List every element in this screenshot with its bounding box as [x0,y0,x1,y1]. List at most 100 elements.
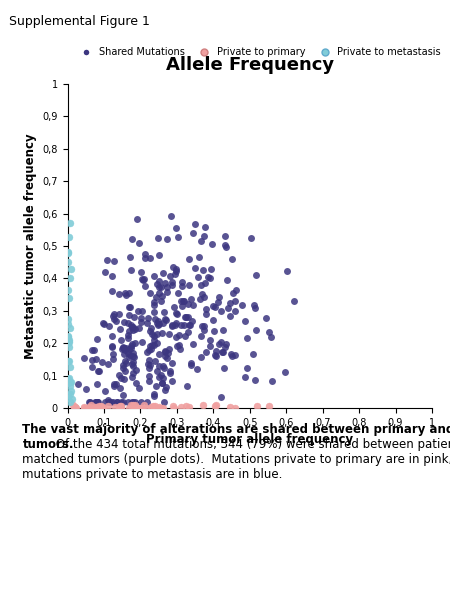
Point [118,397,125,406]
Point [121,317,128,327]
Point [128,320,135,329]
Point [252,303,259,313]
Point [188,295,195,304]
Point [202,310,209,319]
Point [159,328,166,338]
Point [170,401,177,410]
Point [125,288,132,298]
Point [65,337,72,347]
Point [110,256,117,266]
Point [158,296,165,305]
Point [155,283,162,292]
Point [143,403,150,412]
Point [202,223,209,232]
Point [201,232,208,241]
Point [108,271,115,281]
Point [173,223,180,232]
Point [125,333,132,343]
Point [67,218,74,227]
Point [215,298,222,307]
Point [64,257,72,267]
Point [166,271,174,281]
Point [206,341,213,351]
Point [161,363,168,373]
Point [137,313,144,322]
Point [150,391,158,401]
Point [226,403,233,412]
Point [116,401,123,410]
Point [129,372,136,382]
Point [159,319,166,328]
Point [130,368,137,378]
Point [122,345,129,355]
Point [66,293,73,303]
Point [229,352,236,361]
Point [155,402,162,412]
Point [184,299,192,308]
Text: matched tumors (purple dots).  Mutations private to primary are in pink, and: matched tumors (purple dots). Mutations … [22,453,450,466]
Point [202,347,210,357]
Point [135,238,143,247]
Point [177,320,184,330]
Point [64,374,72,384]
Text: tumors.: tumors. [22,438,74,451]
Point [150,389,158,398]
Point [68,386,75,396]
Point [125,326,132,336]
Point [179,301,186,311]
Point [64,390,72,400]
Point [231,296,239,306]
Point [206,335,213,345]
Point [168,280,175,289]
Point [95,367,102,376]
Point [156,361,163,371]
Point [242,316,249,326]
Point [147,360,154,370]
Point [112,380,119,389]
Point [156,288,163,298]
Point [94,379,101,389]
Point [185,328,192,337]
Point [102,397,109,406]
Point [88,401,95,410]
Point [241,373,248,382]
Point [106,322,113,331]
Point [112,316,120,326]
Point [126,252,134,262]
Point [169,278,176,287]
Point [67,377,74,387]
Point [194,272,201,281]
Point [175,330,182,340]
Point [112,403,119,412]
Point [291,296,298,306]
Point [153,292,160,302]
Point [65,343,72,352]
Point [176,340,183,350]
Point [130,322,137,332]
Point [72,402,79,412]
Point [117,383,124,392]
Point [111,314,118,324]
Point [253,401,261,411]
Point [131,401,139,410]
Point [152,356,159,366]
Point [64,314,71,324]
Text: mutations private to metastasis are in blue.: mutations private to metastasis are in b… [22,468,283,481]
Point [198,281,205,290]
Point [129,351,136,361]
Point [181,312,189,322]
Point [166,366,173,376]
Point [163,287,170,297]
Point [160,268,167,278]
Point [150,340,158,350]
Point [66,274,73,283]
Point [158,379,166,388]
Point [101,319,108,329]
Point [265,327,272,337]
Point [108,397,115,406]
Point [201,321,208,331]
Point [149,401,157,411]
Point [127,343,135,352]
Point [173,264,180,274]
Point [145,376,153,386]
